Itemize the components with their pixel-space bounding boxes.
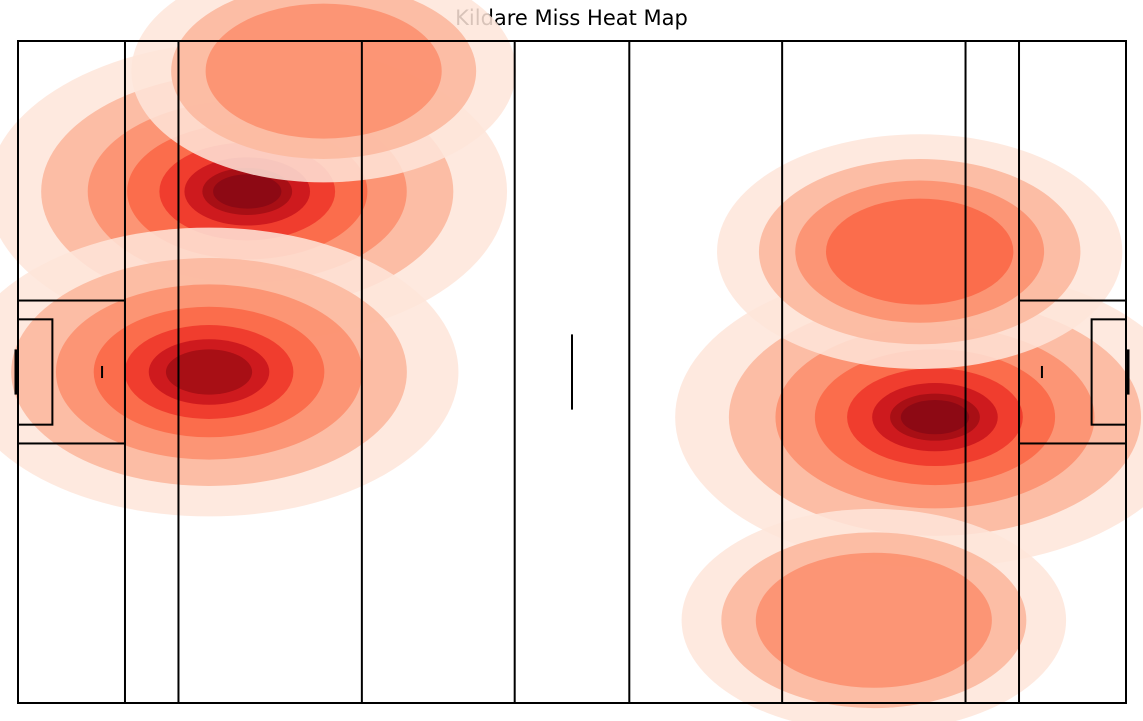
heat-contour (213, 174, 282, 209)
heat-cluster (131, 0, 516, 183)
heat-cluster (717, 134, 1123, 369)
heat-contour (165, 349, 253, 395)
heat-contour (900, 399, 970, 435)
heat-contour (205, 3, 442, 139)
pitch-markings (14, 40, 1130, 704)
heat-contour (825, 198, 1014, 305)
left-small-rectangle (17, 318, 54, 426)
right-small-rectangle (1090, 318, 1127, 426)
heat-contour (755, 552, 992, 688)
heat-cluster (681, 508, 1067, 721)
